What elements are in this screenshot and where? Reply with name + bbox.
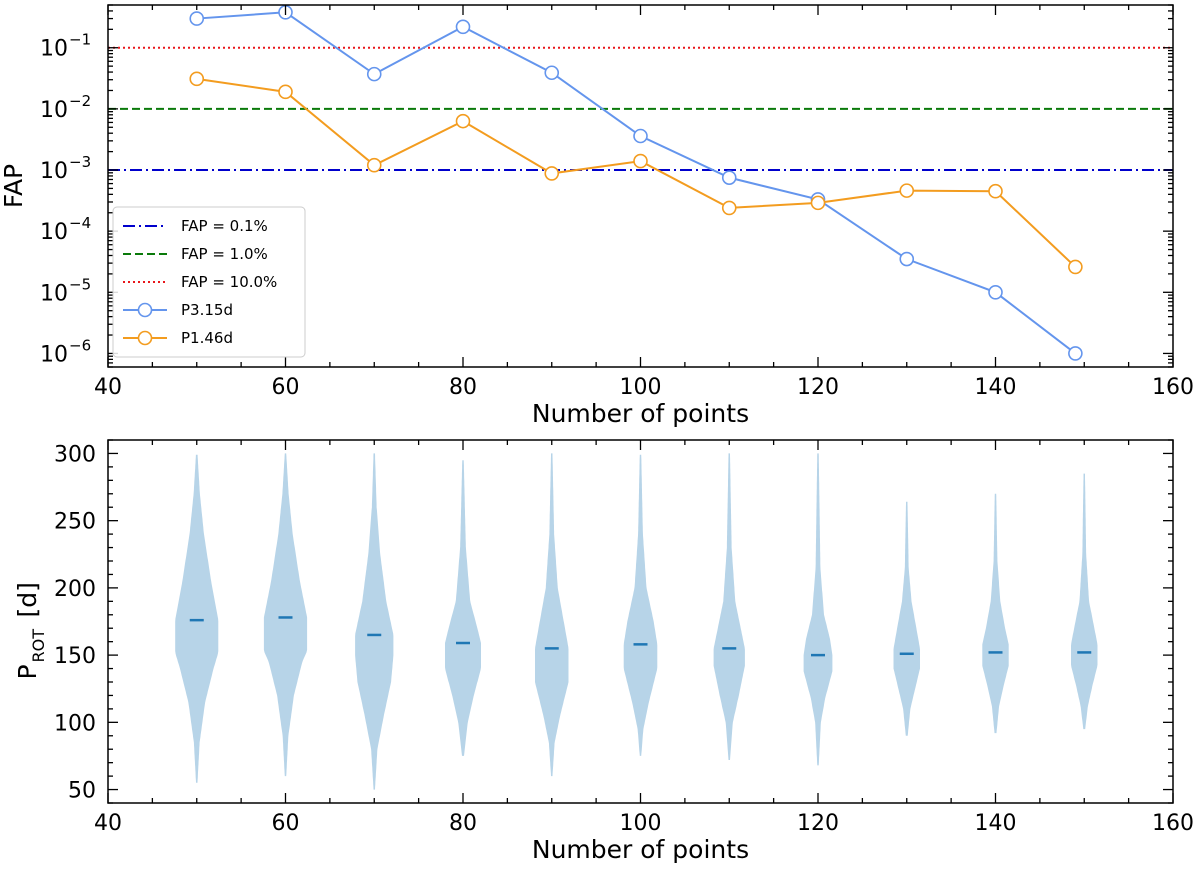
- violin-body: [263, 453, 308, 777]
- violin-body: [1071, 473, 1098, 730]
- y-tick-exponent: −6: [69, 336, 91, 354]
- legend-marker: [137, 330, 153, 346]
- data-point: [721, 170, 737, 185]
- y-tick-label: 200: [54, 577, 96, 602]
- y-tick-label: 100: [54, 711, 96, 736]
- y-tick-label: 50: [68, 779, 96, 804]
- violin-body: [623, 454, 658, 756]
- x-tick-label: 40: [94, 375, 122, 400]
- y-tick-label: 10: [40, 342, 68, 367]
- x-tick-label: 140: [975, 811, 1017, 836]
- legend-marker: [137, 302, 153, 318]
- y-tick-exponent: −4: [69, 214, 91, 232]
- legend-label: P3.15d: [181, 301, 233, 319]
- violin-body: [175, 454, 219, 783]
- x-tick-label: 120: [797, 375, 839, 400]
- x-tick-label: 160: [1152, 375, 1194, 400]
- data-point: [366, 66, 382, 82]
- x-axis-label: Number of points: [532, 835, 749, 864]
- series-line: [196, 11, 1076, 355]
- y-tick-label: 10: [40, 281, 68, 306]
- y-tick-label: 10: [40, 220, 68, 245]
- violin-body: [893, 501, 920, 736]
- data-point: [810, 195, 826, 211]
- x-tick-label: 160: [1152, 811, 1194, 836]
- y-tick-label: 10: [40, 159, 68, 184]
- x-tick-label: 60: [272, 375, 300, 400]
- legend-label: FAP = 10.0%: [181, 273, 277, 291]
- violin-body: [803, 453, 833, 766]
- violin-body: [355, 453, 394, 790]
- y-tick-exponent: −2: [69, 92, 91, 110]
- x-tick-label: 100: [620, 811, 662, 836]
- data-point: [899, 251, 915, 267]
- y-tick-label: 250: [54, 510, 96, 535]
- y-tick-exponent: −1: [69, 31, 91, 49]
- legend-box: [112, 206, 306, 358]
- data-point: [1068, 346, 1083, 361]
- y-tick-exponent: −5: [69, 275, 91, 293]
- data-point: [544, 65, 560, 81]
- x-tick-label: 40: [94, 811, 122, 836]
- x-tick-label: 80: [449, 811, 477, 836]
- series-line: [196, 77, 1077, 268]
- data-point: [899, 183, 915, 198]
- legend-label: FAP = 1.0%: [181, 245, 268, 263]
- y-tick-label: 150: [54, 644, 96, 669]
- data-point: [189, 71, 205, 87]
- x-tick-label: 80: [449, 375, 477, 400]
- data-point: [633, 153, 648, 169]
- violin-body: [445, 460, 481, 756]
- legend-label: FAP = 0.1%: [181, 217, 268, 235]
- data-point: [278, 84, 293, 100]
- y-axis-label-subscript: ROT: [29, 629, 48, 663]
- y-tick-label: 10: [40, 37, 68, 62]
- y-axis-label-unit: [d]: [13, 582, 42, 617]
- x-tick-label: 100: [620, 375, 662, 400]
- violin-body: [713, 453, 745, 760]
- data-point: [1068, 259, 1083, 275]
- data-point: [988, 183, 1003, 199]
- data-point: [721, 200, 737, 216]
- y-tick-label: 10: [40, 98, 68, 123]
- y-axis-label-main: P: [13, 664, 42, 679]
- data-point: [189, 11, 205, 26]
- data-point: [633, 128, 648, 144]
- data-point: [455, 113, 471, 129]
- x-axis-label: Number of points: [532, 399, 749, 428]
- data-point: [544, 166, 560, 181]
- y-tick-label: 300: [54, 442, 96, 467]
- data-point: [988, 284, 1003, 300]
- y-axis-label: FAP: [0, 164, 28, 208]
- data-point: [366, 157, 382, 173]
- y-tick-exponent: −3: [69, 153, 91, 171]
- x-tick-label: 120: [797, 811, 839, 836]
- x-tick-label: 60: [272, 811, 300, 836]
- data-point: [455, 19, 471, 35]
- x-tick-label: 140: [975, 375, 1017, 400]
- fap-panel: 40 60 80 100 120 140 16010−610−510−410−310−210…: [0, 4, 1194, 428]
- legend-label: P1.46d: [181, 329, 233, 347]
- legend: FAP = 0.1% FAP = 1.0% FAP = 10.0% P3.15d P1.…: [112, 206, 306, 358]
- violin-body: [535, 453, 569, 777]
- violin-body: [982, 493, 1009, 734]
- period-panel: 40 60 80 100 120 140 160 50 100 150 200 250 300 Numbe…: [13, 439, 1194, 864]
